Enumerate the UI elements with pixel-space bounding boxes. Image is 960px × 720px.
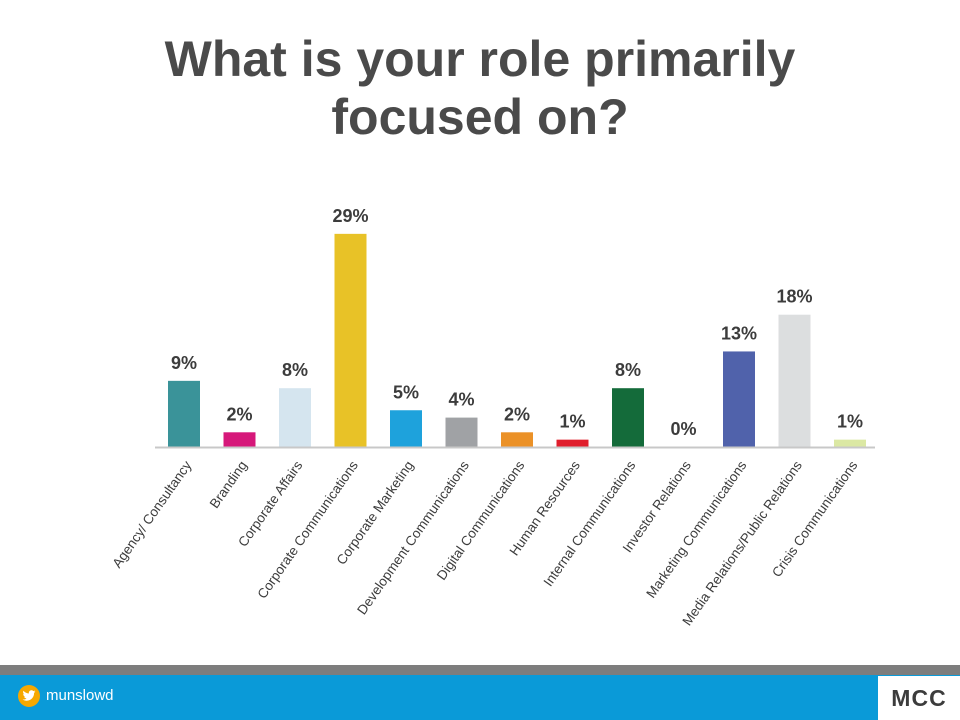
footer-bar — [0, 675, 960, 720]
category-label-corporate-communications: Corporate Communications — [254, 458, 361, 601]
twitter-handle: munslowd — [46, 687, 114, 704]
mcc-logo: MCC — [878, 676, 960, 720]
bar-digital-communications — [501, 432, 533, 447]
data-label-media-relations-public-relations: 18% — [776, 287, 812, 307]
data-label-corporate-communications: 29% — [332, 206, 368, 226]
bar-human-resources — [556, 439, 589, 447]
bar-crisis-communications — [834, 439, 866, 447]
category-label-internal-communications: Internal Communications — [541, 458, 639, 589]
bar-marketing-communications — [723, 351, 755, 447]
category-label-marketing-communications: Marketing Communications — [643, 458, 749, 601]
bar-branding — [223, 432, 256, 447]
data-label-internal-communications: 8% — [615, 360, 641, 380]
data-label-corporate-affairs: 8% — [282, 360, 308, 380]
category-label-development-communications: Development Communications — [354, 458, 472, 617]
bar-corporate-communications — [334, 233, 367, 447]
bar-chart: 9% Agency/ Consultancy 2% Branding 8% Corpora… — [109, 206, 875, 628]
logo-text: MCC — [891, 685, 947, 711]
data-label-investor-relations: 0% — [670, 419, 696, 439]
category-label-media-relations-public-relations: Media Relations/Public Relations — [679, 458, 805, 628]
slide-title-line-1: What is your role primarily — [164, 31, 796, 87]
data-label-development-communications: 4% — [448, 390, 474, 410]
data-label-branding: 2% — [226, 404, 252, 424]
bar-media-relations-public-relations — [778, 314, 811, 447]
slide-title-line-2: focused on? — [331, 89, 629, 145]
data-label-crisis-communications: 1% — [837, 412, 863, 432]
data-label-human-resources: 1% — [559, 412, 585, 432]
slide-title: What is your role primarily focused on? — [0, 30, 960, 146]
category-label-agency-consultancy: Agency/ Consultancy — [109, 458, 194, 571]
bar-corporate-affairs — [279, 388, 311, 447]
data-label-agency-consultancy: 9% — [171, 353, 197, 373]
footer-stripe — [0, 665, 960, 675]
data-label-marketing-communications: 13% — [721, 323, 757, 343]
bar-corporate-marketing — [390, 410, 422, 447]
bar-internal-communications — [612, 388, 644, 447]
data-label-digital-communications: 2% — [504, 404, 530, 424]
data-label-corporate-marketing: 5% — [393, 382, 419, 402]
category-label-branding: Branding — [207, 458, 250, 511]
bar-agency-consultancy — [168, 380, 200, 447]
bar-development-communications — [445, 417, 478, 447]
twitter-icon — [18, 685, 40, 707]
